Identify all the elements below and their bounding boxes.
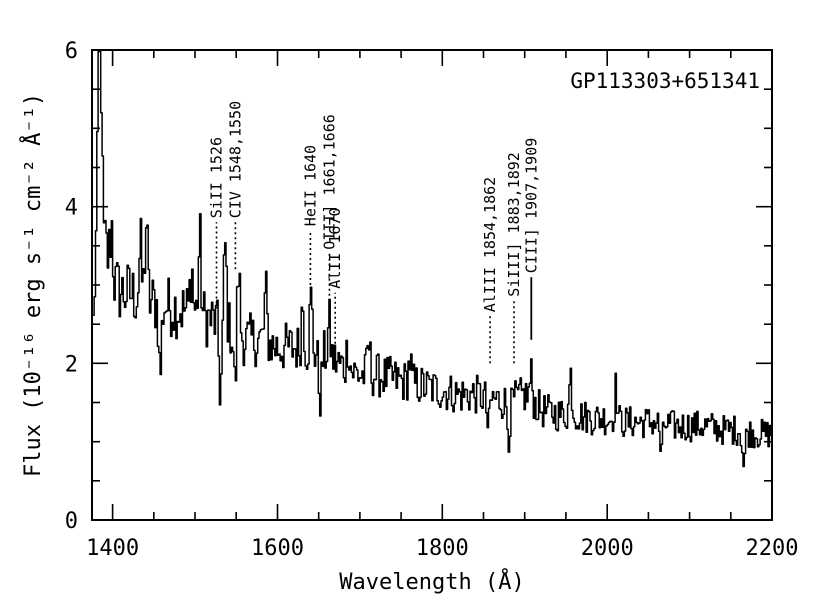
line-label-5: AlIII 1854,1862 <box>481 177 499 312</box>
object-label: GP113303+651341 <box>570 69 760 93</box>
x-tick-label-2200: 2200 <box>746 536 799 561</box>
line-label-3: OIII] 1661,1666 <box>320 114 338 249</box>
line-label-7: CIII] 1907,1909 <box>522 138 540 273</box>
line-markers <box>215 222 533 364</box>
plot-frame <box>91 49 773 521</box>
tick-labels: 1400 1600 1800 2000 2200 0 2 4 6 <box>65 39 799 561</box>
line-label-2: HeII 1640 <box>301 145 319 226</box>
line-label-6: SiIII] 1883,1892 <box>505 152 523 297</box>
line-label-4: AlII 1670 <box>326 208 344 289</box>
spectrum-series-line <box>92 50 773 468</box>
y-tick-label-4: 4 <box>65 196 78 221</box>
y-tick-label-2: 2 <box>65 352 78 377</box>
x-tick-label-1400: 1400 <box>86 536 139 561</box>
x-tick-label-1600: 1600 <box>251 536 304 561</box>
y-tick-label-6: 6 <box>65 39 78 64</box>
axis-ticks <box>92 49 773 521</box>
x-tick-label-2000: 2000 <box>581 536 634 561</box>
line-label-0: SiII 1526 <box>208 137 226 218</box>
line-labels: SiII 1526 CIV 1548,1550 HeII 1640 OIII] 166… <box>208 101 541 312</box>
y-axis-title: Flux (10⁻¹⁶ erg s⁻¹ cm⁻² Å⁻¹) <box>19 93 46 477</box>
x-tick-label-1800: 1800 <box>416 536 469 561</box>
line-label-1: CIV 1548,1550 <box>226 101 244 218</box>
x-axis-title: Wavelength (Å) <box>339 568 524 595</box>
y-tick-label-0: 0 <box>65 509 78 534</box>
